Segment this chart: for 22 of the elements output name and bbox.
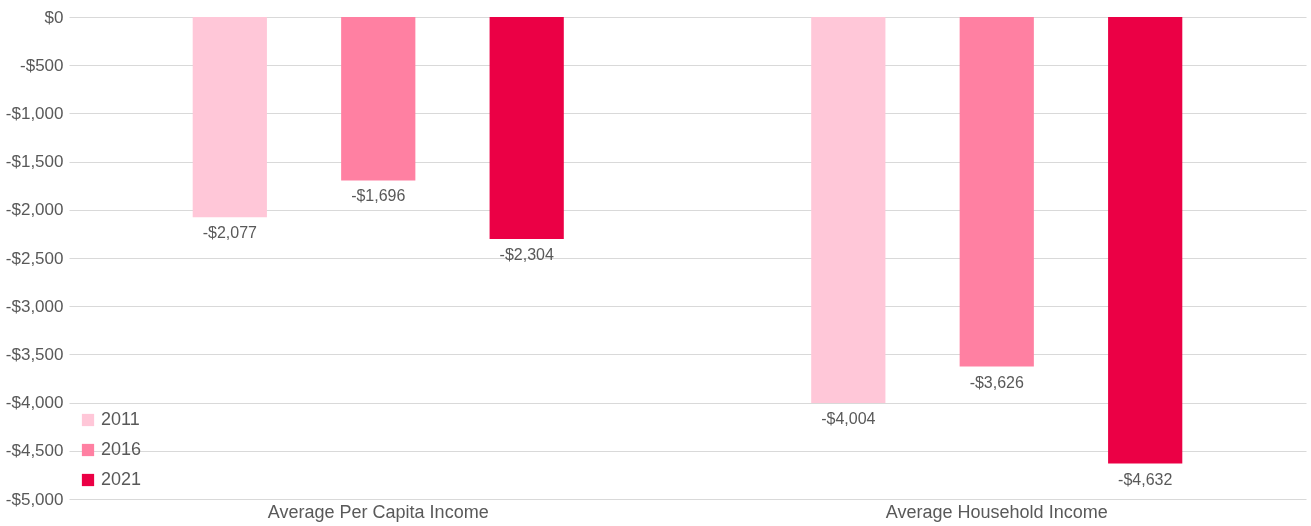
y-tick-label: -$3,500 bbox=[5, 344, 64, 364]
data-label: -$2,077 bbox=[202, 224, 258, 242]
y-tick-label: -$4,500 bbox=[5, 441, 64, 461]
y-tick-label: -$3,000 bbox=[5, 296, 64, 316]
data-label: -$4,004 bbox=[821, 409, 876, 427]
x-tick-label: Average Household Income bbox=[885, 501, 1108, 522]
y-tick-label: -$4,000 bbox=[5, 393, 64, 413]
y-tick-label: -$2,000 bbox=[5, 200, 64, 220]
y-tick-label: -$2,500 bbox=[5, 248, 64, 268]
legend-label: 2011 bbox=[101, 409, 140, 429]
y-tick-label: -$1,500 bbox=[5, 152, 64, 172]
y-tick-label: -$5,000 bbox=[5, 489, 64, 509]
data-label: -$1,696 bbox=[351, 187, 406, 205]
y-tick-label: $0 bbox=[44, 7, 64, 27]
y-tick-label: -$1,000 bbox=[5, 103, 64, 123]
y-tick-label: -$500 bbox=[20, 55, 64, 75]
legend-label: 2021 bbox=[101, 469, 142, 489]
x-tick-label: Average Per Capita Income bbox=[267, 501, 489, 522]
legend-label: 2016 bbox=[101, 439, 142, 459]
data-label: -$4,632 bbox=[1118, 470, 1173, 488]
data-label: -$2,304 bbox=[499, 246, 554, 264]
data-label: -$3,626 bbox=[969, 373, 1024, 391]
